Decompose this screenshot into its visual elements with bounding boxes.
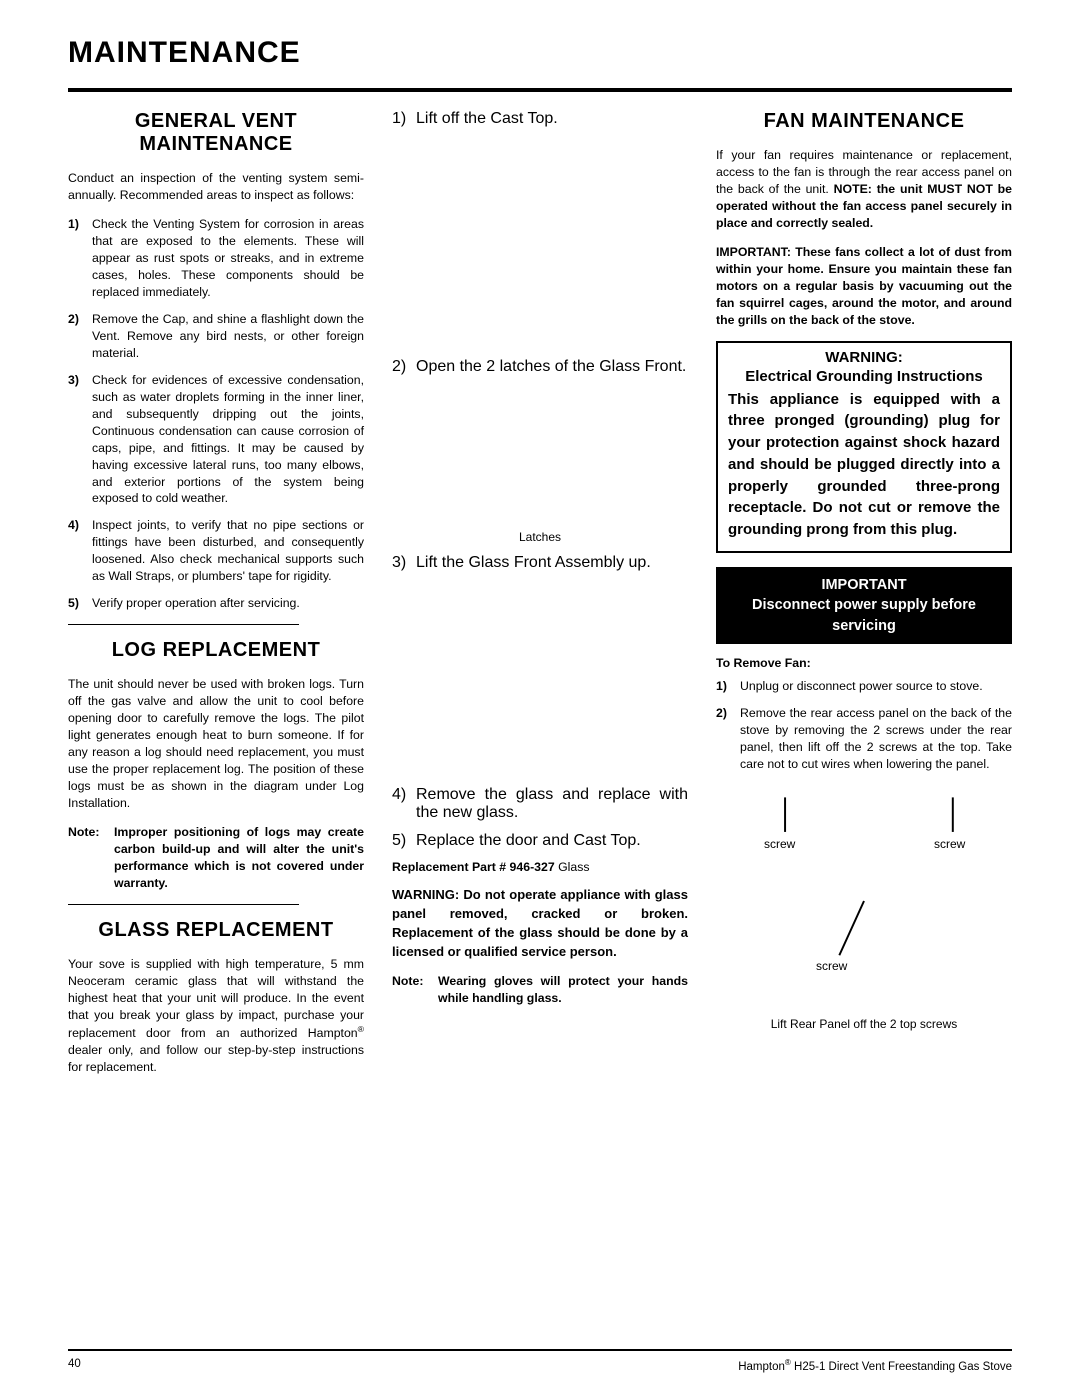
step-3: 3)Lift the Glass Front Assembly up.	[392, 554, 688, 572]
electrical-warning-box: WARNING: Electrical Grounding Instructio…	[716, 341, 1012, 553]
page-number: 40	[68, 1358, 81, 1373]
figure-cast-top	[392, 138, 688, 358]
fan-p2: IMPORTANT: These fans collect a lot of d…	[716, 244, 1012, 329]
column-1: GENERAL VENT MAINTENANCE Conduct an insp…	[68, 110, 364, 1088]
remove-fan-heading: To Remove Fan:	[716, 656, 1012, 670]
log-heading: LOG REPLACEMENT	[68, 639, 364, 662]
diagram-caption: Lift Rear Panel off the 2 top screws	[716, 1017, 1012, 1031]
step-1: 1)Lift off the Cast Top.	[392, 110, 688, 128]
warning-hd: WARNING:	[728, 349, 1000, 366]
step-4: 4)Remove the glass and replace with the …	[392, 786, 688, 822]
glass-warning: WARNING: Do not operate appliance with g…	[392, 886, 688, 961]
glass-body: Your sove is supplied with high temperat…	[68, 956, 364, 1076]
rule-after-log	[68, 904, 299, 905]
footer: 40 Hampton® H25-1 Direct Vent Freestandi…	[68, 1358, 1012, 1373]
footer-rule	[68, 1349, 1012, 1351]
log-body: The unit should never be used with broke…	[68, 676, 364, 812]
screw-label-tl: screw	[764, 837, 795, 851]
warning-sub: Electrical Grounding Instructions	[728, 368, 1000, 385]
important-box: IMPORTANT Disconnect power supply before…	[716, 567, 1012, 644]
warning-body: This appliance is equipped with a three …	[728, 389, 1000, 541]
top-rule	[68, 88, 1012, 92]
vent-item-1: 1)Check the Venting System for corrosion…	[68, 216, 364, 301]
glass-heading: GLASS REPLACEMENT	[68, 919, 364, 942]
diagram-svg	[716, 791, 1012, 1011]
column-2: 1)Lift off the Cast Top. 2)Open the 2 la…	[392, 110, 688, 1088]
step-5: 5)Replace the door and Cast Top.	[392, 832, 688, 850]
vent-item-2: 2)Remove the Cap, and shine a flashlight…	[68, 311, 364, 362]
vent-item-4: 4)Inspect joints, to verify that no pipe…	[68, 517, 364, 585]
column-3: FAN MAINTENANCE If your fan requires mai…	[716, 110, 1012, 1088]
vent-heading: GENERAL VENT MAINTENANCE	[68, 110, 364, 156]
vent-item-5: 5)Verify proper operation after servicin…	[68, 595, 364, 612]
latches-caption: Latches	[392, 530, 688, 544]
remove-item-2: 2)Remove the rear access panel on the ba…	[716, 705, 1012, 773]
screw-label-b: screw	[816, 959, 847, 973]
fan-heading: FAN MAINTENANCE	[716, 110, 1012, 133]
rear-panel-diagram: screw screw screw	[716, 791, 1012, 1011]
fan-p1: If your fan requires maintenance or repl…	[716, 147, 1012, 232]
figure-glass-front	[392, 582, 688, 786]
replacement-part: Replacement Part # 946-327 Glass	[392, 860, 688, 874]
vent-list: 1)Check the Venting System for corrosion…	[68, 216, 364, 612]
screw-label-tr: screw	[934, 837, 965, 851]
product-name: Hampton® H25-1 Direct Vent Freestanding …	[738, 1358, 1012, 1373]
page: MAINTENANCE GENERAL VENT MAINTENANCE Con…	[0, 0, 1080, 1397]
log-note: Note: Improper positioning of logs may c…	[68, 824, 364, 892]
vent-item-3: 3)Check for evidences of excessive conde…	[68, 372, 364, 508]
important-l1: IMPORTANT	[726, 575, 1002, 595]
step-2: 2)Open the 2 latches of the Glass Front.	[392, 358, 688, 376]
remove-fan-list: 1)Unplug or disconnect power source to s…	[716, 678, 1012, 773]
figure-latches	[392, 386, 688, 526]
vent-intro: Conduct an inspection of the venting sys…	[68, 170, 364, 204]
remove-item-1: 1)Unplug or disconnect power source to s…	[716, 678, 1012, 695]
gloves-note: Note: Wearing gloves will protect your h…	[392, 973, 688, 1007]
columns: GENERAL VENT MAINTENANCE Conduct an insp…	[68, 110, 1012, 1088]
important-l2: Disconnect power supply before servicing	[726, 595, 1002, 636]
rule-after-vent	[68, 624, 299, 625]
page-title: MAINTENANCE	[68, 36, 1012, 70]
